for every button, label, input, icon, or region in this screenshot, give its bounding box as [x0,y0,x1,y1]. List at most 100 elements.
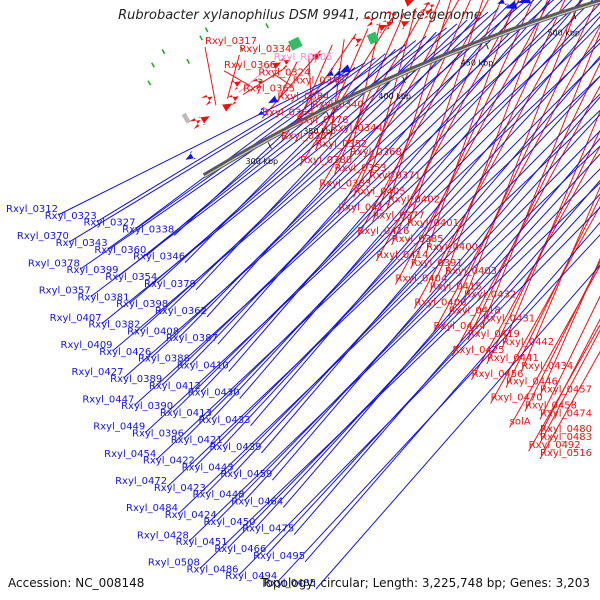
feature-block [288,36,303,51]
gene-label: Rxyl_0406 [414,297,466,308]
leader-line [486,129,600,365]
gene-label: Rxyl_0431 [483,313,535,324]
gene-label: Rxyl_0360 [94,245,146,256]
gene-label: Rxyl_0405 [354,187,406,198]
leader-line [318,2,429,190]
gene-label: Rxyl_0371 [369,171,421,182]
gene-label: Rxyl_0421 [171,435,223,446]
leader-line [194,57,600,467]
leader-line [172,0,594,413]
leader-line [239,0,583,399]
feature-block [151,62,155,68]
gene-label: Rxyl_0398 [116,299,168,310]
gene-label: Rxyl_0346 [133,252,185,263]
gene-label: Rxyl_0382 [88,320,140,331]
feature-block [366,31,380,45]
gene-label: Rxyl_R0005 [274,52,333,63]
leader-line [539,318,600,436]
gene-arrow [362,15,375,27]
gene-label: Rxyl_0450 [203,517,255,528]
gene-arrow [350,37,363,48]
leader-line [261,55,600,454]
leader-line [155,42,600,461]
leader-line [528,324,600,452]
gene-arrow [404,0,415,8]
genome-summary-text: Topology: circular; Length: 3,225,748 bp… [260,576,590,590]
leader-line [539,257,600,396]
leader-line [330,39,345,135]
tick-label: 500 kbp [547,28,580,37]
gene-label: Rxyl_0495 [253,551,305,562]
gene-label: Rxyl_0410 [177,360,229,371]
gene-label: Rxyl_0464 [231,496,283,507]
tick-mark [573,12,577,20]
gene-label: Rxyl_0458 [525,400,577,411]
tick-mark [485,42,489,50]
leader-line [372,0,471,222]
gene-arrow [189,118,201,130]
leader-line [199,182,600,569]
gene-label: Rxyl_0425 [453,345,505,356]
gene-label: Rxyl_0483 [540,432,592,443]
gene-label: Rxyl_0390 [121,401,173,412]
gene-label: Rxyl_0343 [56,238,108,249]
leader-line [223,70,251,87]
leader-line [204,46,217,106]
gene-label: Rxyl_0317 [205,36,257,47]
leader-line [227,168,600,549]
gene-arrow [423,2,435,13]
leader-line [57,81,326,216]
leader-line [265,193,600,556]
gene-label: Rxyl_0387 [166,333,218,344]
gene-label: Rxyl_0459 [220,469,272,480]
gene-arrow [505,0,518,9]
tick-label: 300 kbp [246,157,279,166]
gene-label: Rxyl_0434 [521,361,573,372]
backbone-ring [202,0,600,178]
gene-arrow [257,106,269,116]
backbone-highlight [204,1,600,178]
gene-label: Rxyl_0391 [411,258,463,269]
leader-line [200,0,573,393]
gene-label: Rxyl_0474 [540,408,592,419]
tick-label: 450 kbp [461,58,494,67]
gene-label: Rxyl_0454 [104,449,156,460]
leader-line [391,0,502,246]
leader-line [410,0,534,270]
leader-line [96,76,336,223]
gene-label: Rxyl_0344 [331,123,383,134]
gene-label: Rxyl_0407 [50,313,102,324]
gene-label: Rxyl_0402 [388,194,440,205]
gene-arrow [385,11,397,22]
gene-label: Rxyl_0324 [258,68,310,79]
feature-block [147,80,152,86]
leader-line [539,350,600,460]
gene-label: Rxyl_0408 [127,326,179,337]
leader-line [134,0,584,406]
gene-label: Rxyl_0379 [144,279,196,290]
gene-arrow [198,116,210,126]
gene-label: Rxyl_0444 [433,321,485,332]
gene-label: Rxyl_0368 [350,147,402,158]
leader-line [261,50,321,119]
gene-arrow [518,0,531,4]
gene-label: Rxyl_0423 [154,483,206,494]
leader-line [255,153,600,529]
gene-label: Rxyl_0449 [93,422,145,433]
gene-label: Rxyl_0424 [165,510,217,521]
feature-block [199,35,203,41]
gene-arrow [339,64,352,73]
leader-line [189,0,543,365]
leader-line [228,0,551,372]
leader-line [166,75,600,488]
gene-arrow [220,103,233,113]
gene-label: solA [510,416,531,427]
gene-label: Rxyl_0404 [395,274,447,285]
gene-arrow [497,0,509,5]
gene-arrow [227,95,239,106]
gene-label: Rxyl_0378 [28,258,80,269]
leader-line [304,221,600,563]
gene-label: Rxyl_0451 [176,537,228,548]
leader-line [178,4,510,338]
